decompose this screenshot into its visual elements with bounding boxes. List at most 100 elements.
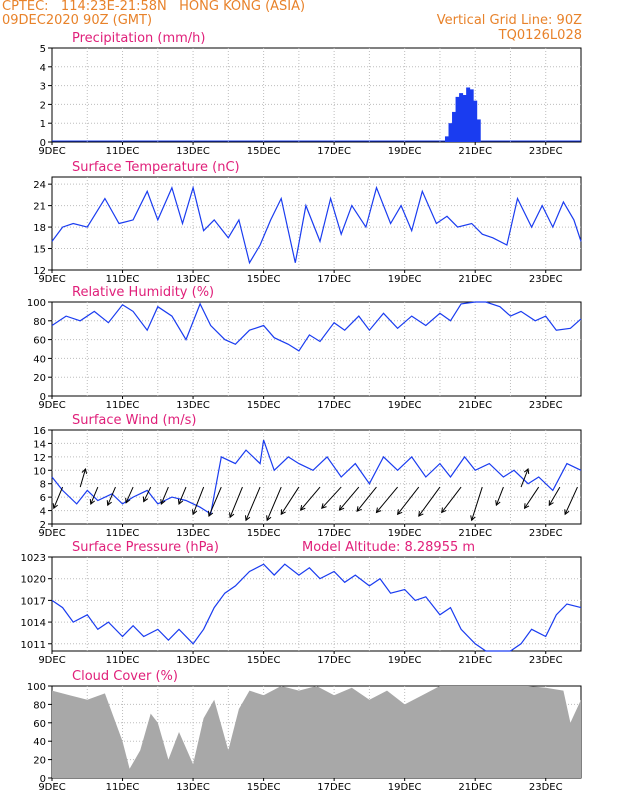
- wind-arrow: [339, 486, 360, 511]
- wind-arrow-head: [523, 503, 530, 510]
- y-tick-label: 1014: [21, 618, 46, 629]
- wind-arrow-head: [244, 515, 251, 522]
- y-tick-label: 20: [33, 373, 46, 384]
- y-tick-label: 2: [40, 520, 46, 531]
- y-tick-label: 5: [40, 44, 46, 55]
- y-tick-label: 0: [40, 138, 46, 149]
- precip-bar: [473, 100, 478, 142]
- panel-frame: [51, 47, 582, 143]
- cloud-cover-area: [52, 686, 581, 778]
- panel-title: Surface Pressure (hPa): [72, 540, 219, 555]
- x-tick-label: 19DEC: [388, 528, 422, 539]
- y-tick-label: 4: [40, 507, 46, 518]
- x-tick-label: 13DEC: [176, 782, 210, 793]
- x-tick-label: 17DEC: [317, 274, 351, 285]
- x-tick-label: 15DEC: [247, 146, 281, 157]
- wind-arrow-head: [177, 498, 184, 505]
- panel-title: Precipitation (mm/h): [72, 31, 205, 46]
- x-tick-label: 19DEC: [388, 400, 422, 411]
- wind-arrow-head: [125, 497, 131, 504]
- wind-arrow-head: [207, 511, 214, 518]
- precip-bar: [455, 96, 460, 142]
- y-tick-label: 3: [40, 82, 46, 93]
- y-tick-label: 16: [33, 426, 46, 437]
- wind-arrow: [441, 486, 462, 513]
- x-tick-label: 19DEC: [388, 146, 422, 157]
- y-tick-label: 40: [33, 737, 46, 748]
- model-altitude-annotation: Model Altitude: 8.28955 m: [302, 540, 475, 555]
- wind-arrow: [245, 486, 261, 521]
- wind-arrow: [178, 486, 187, 505]
- panel-title: Surface Wind (m/s): [72, 413, 196, 428]
- precip-bar: [469, 89, 474, 142]
- y-tick-label: 4: [40, 63, 46, 74]
- y-tick-label: 1023: [21, 553, 46, 564]
- x-tick-label: 15DEC: [247, 528, 281, 539]
- x-tick-label: 19DEC: [388, 655, 422, 666]
- wind-arrow-head: [191, 509, 198, 516]
- y-tick-label: 100: [27, 298, 46, 309]
- y-tick-label: 60: [33, 336, 46, 347]
- grid-note-text: Vertical Grid Line: 90Z: [436, 13, 582, 28]
- wind-arrow-head: [470, 515, 476, 522]
- x-tick-label: 13DEC: [176, 400, 210, 411]
- wind-arrow-head: [441, 507, 447, 514]
- y-tick-label: 6: [40, 493, 46, 504]
- wind-arrow-head: [548, 500, 554, 507]
- x-tick-label: 13DEC: [176, 528, 210, 539]
- y-tick-label: 1017: [21, 596, 46, 607]
- x-tick-label: 23DEC: [529, 655, 563, 666]
- wind-arrow-head: [495, 500, 501, 507]
- x-tick-label: 21DEC: [458, 146, 492, 157]
- x-tick-label: 11DEC: [106, 146, 140, 157]
- panel-frame: [51, 556, 582, 652]
- wind-arrow: [160, 486, 169, 505]
- y-tick-label: 0: [40, 392, 46, 403]
- wind-arrow-head: [356, 506, 362, 513]
- wind-arrow: [280, 486, 300, 515]
- x-tick-label: 13DEC: [176, 146, 210, 157]
- wind-arrow-head: [375, 507, 382, 514]
- wind-arrow-head: [89, 498, 96, 505]
- wind-arrow-head: [523, 467, 530, 474]
- x-tick-label: 9DEC: [38, 782, 65, 793]
- panel-title: Surface Temperature (nC): [72, 160, 240, 175]
- x-tick-label: 23DEC: [529, 400, 563, 411]
- x-tick-label: 21DEC: [458, 274, 492, 285]
- wind-arrow: [143, 486, 152, 502]
- x-tick-label: 9DEC: [38, 146, 65, 157]
- precip-bar: [444, 136, 449, 142]
- wind-arrow: [79, 468, 86, 488]
- wind-arrow: [564, 486, 578, 515]
- wind-arrow: [266, 486, 282, 521]
- y-tick-label: 2: [40, 100, 46, 111]
- x-tick-label: 9DEC: [38, 400, 65, 411]
- y-tick-label: 60: [33, 719, 46, 730]
- series-line: [51, 301, 582, 352]
- wind-arrow-head: [299, 505, 306, 511]
- x-tick-label: 11DEC: [106, 400, 140, 411]
- x-tick-label: 19DEC: [388, 782, 422, 793]
- wind-arrow-head: [266, 515, 272, 522]
- x-tick-label: 23DEC: [529, 528, 563, 539]
- x-tick-label: 9DEC: [38, 528, 65, 539]
- wind-arrow: [520, 468, 529, 488]
- x-tick-label: 9DEC: [38, 655, 65, 666]
- wind-arrow: [495, 486, 504, 506]
- y-tick-label: 1020: [21, 575, 46, 586]
- wind-arrow-head: [229, 512, 235, 519]
- x-tick-label: 11DEC: [106, 655, 140, 666]
- x-tick-label: 11DEC: [106, 528, 140, 539]
- wind-arrow: [300, 486, 321, 511]
- y-tick-label: 21: [33, 202, 46, 213]
- y-tick-label: 15: [33, 245, 46, 256]
- y-tick-label: 20: [33, 756, 46, 767]
- wind-arrow: [321, 486, 342, 509]
- x-tick-label: 23DEC: [529, 274, 563, 285]
- x-tick-label: 17DEC: [317, 400, 351, 411]
- x-tick-label: 17DEC: [317, 146, 351, 157]
- wind-arrow-head: [81, 467, 88, 474]
- wind-arrow: [418, 486, 441, 517]
- x-tick-label: 23DEC: [529, 782, 563, 793]
- panel-frame: [51, 429, 582, 525]
